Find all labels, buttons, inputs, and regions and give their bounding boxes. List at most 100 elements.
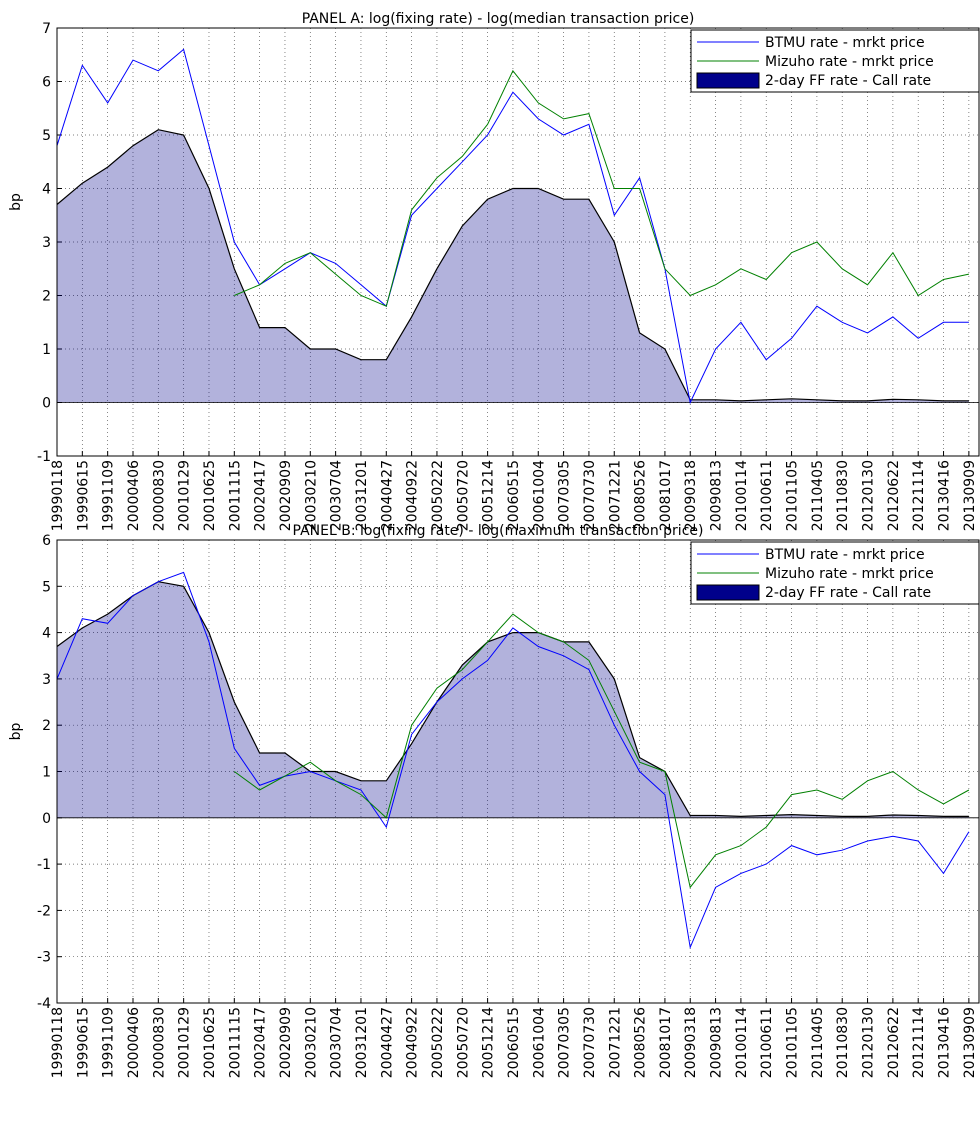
x-tick-label: 20071221: [607, 460, 623, 531]
y-tick-label: 3: [42, 235, 51, 251]
x-tick-label: 20030704: [329, 1007, 345, 1078]
chart-title: PANEL B: log(fixing rate) - log(maximum …: [293, 523, 704, 539]
x-tick-label: 20101105: [785, 1007, 801, 1078]
x-tick-label: 20030704: [329, 460, 345, 531]
x-tick-label: 20081017: [658, 460, 674, 531]
x-tick-label: 20010129: [177, 460, 193, 531]
y-tick-label: 2: [42, 289, 51, 305]
x-tick-label: 20051214: [481, 1007, 497, 1078]
x-tick-label: 20110405: [810, 460, 826, 531]
y-tick-label: 0: [42, 396, 51, 412]
x-tick-label: 20050222: [430, 1007, 446, 1078]
x-tick-label: 20130416: [937, 1007, 953, 1078]
y-tick-label: 6: [42, 533, 51, 549]
x-tick-label: 20120622: [886, 1007, 902, 1078]
x-tick-label: 20090813: [709, 1007, 725, 1078]
x-tick-label: 19990615: [75, 460, 91, 531]
x-tick-label: 20121114: [911, 460, 927, 531]
legend-label: Mizuho rate - mrkt price: [765, 54, 934, 70]
x-tick-label: 20020417: [253, 460, 269, 531]
y-tick-label: -3: [37, 950, 51, 966]
x-tick-label: 20110830: [835, 460, 851, 531]
y-tick-label: -1: [37, 449, 51, 465]
x-tick-label: 20130416: [937, 460, 953, 531]
y-tick-label: -2: [37, 903, 51, 919]
legend-label: 2-day FF rate - Call rate: [765, 585, 931, 601]
area-outline: [56, 129, 969, 402]
x-tick-label: 20040922: [405, 460, 421, 531]
plot-frame: [56, 27, 980, 457]
legend-label: Mizuho rate - mrkt price: [765, 566, 934, 582]
x-tick-label: 20000830: [151, 1007, 167, 1078]
x-tick-label: 20110405: [810, 1007, 826, 1078]
x-tick-label: 20130909: [962, 1007, 978, 1078]
line: [234, 613, 970, 889]
x-tick-label: 20120130: [861, 1007, 877, 1078]
area: [57, 581, 969, 818]
y-axis-label: bp: [8, 193, 24, 211]
y-tick-label: 7: [42, 21, 51, 37]
x-tick-label: 20030210: [303, 1007, 319, 1078]
x-tick-label: 20000406: [126, 1007, 142, 1078]
x-tick-label: 20000406: [126, 460, 142, 531]
x-tick-label: 20100611: [759, 460, 775, 531]
x-tick-label: 20060515: [506, 1007, 522, 1078]
plot-frame: [56, 539, 980, 1004]
line: [234, 69, 970, 307]
x-tick-label: 20070730: [582, 460, 598, 531]
x-tick-label: 20010129: [177, 1007, 193, 1078]
x-tick-label: 20110830: [835, 1007, 851, 1078]
legend: BTMU rate - mrkt price Mizuho rate - mrkt…: [690, 541, 980, 605]
area: [57, 129, 969, 403]
x-tick-label: 20020909: [278, 460, 294, 531]
y-tick-label: 1: [42, 765, 51, 781]
x-tick-label: 20100114: [734, 1007, 750, 1078]
x-tick-label: 20101105: [785, 460, 801, 531]
legend-label: 2-day FF rate - Call rate: [765, 73, 931, 89]
line: [56, 571, 970, 950]
x-tick-label: 20090318: [683, 1007, 699, 1078]
y-tick-label: 3: [42, 672, 51, 688]
y-tick-label: 0: [42, 811, 51, 827]
panel: -4 -3 -2 -1 0 1 2 3 4 5 6 19990118 19990615 19991109 2…: [8, 523, 980, 1078]
legend-label: BTMU rate - mrkt price: [765, 35, 925, 51]
x-tick-label: 20121114: [911, 1007, 927, 1078]
x-tick-label: 20030210: [303, 460, 319, 531]
x-tick-label: 20081017: [658, 1007, 674, 1078]
panel: -1 0 1 2 3 4 5 6 7 19990118 19990615 19991109 200004…: [8, 11, 980, 531]
x-tick-label: 20070305: [557, 460, 573, 531]
x-tick-label: 20050222: [430, 460, 446, 531]
x-tick-label: 20070305: [557, 1007, 573, 1078]
x-tick-label: 20040427: [379, 460, 395, 531]
x-tick-label: 20000830: [151, 460, 167, 531]
x-tick-label: 20100114: [734, 460, 750, 531]
x-tick-label: 20071221: [607, 1007, 623, 1078]
y-tick-label: 6: [42, 75, 51, 91]
x-tick-label: 20051214: [481, 460, 497, 531]
y-axis-label: bp: [8, 723, 24, 741]
y-tick-label: -1: [37, 857, 51, 873]
legend-swatch: [696, 72, 760, 89]
area-outline: [56, 581, 969, 818]
y-tick-label: 5: [42, 579, 51, 595]
y-tick-label: 4: [42, 626, 51, 642]
x-tick-label: 20050720: [455, 460, 471, 531]
y-tick-label: 2: [42, 718, 51, 734]
x-tick-label: 20020417: [253, 1007, 269, 1078]
x-tick-label: 20070730: [582, 1007, 598, 1078]
chart-title: PANEL A: log(fixing rate) - log(median t…: [302, 11, 695, 27]
y-tick-label: 5: [42, 128, 51, 144]
x-tick-label: 20080526: [633, 1007, 649, 1078]
legend: BTMU rate - mrkt price Mizuho rate - mrkt…: [690, 29, 980, 93]
x-tick-label: 20120130: [861, 460, 877, 531]
x-tick-label: 19990118: [50, 460, 66, 531]
x-tick-label: 20100611: [759, 1007, 775, 1078]
x-tick-label: 19990118: [50, 1007, 66, 1078]
x-tick-label: 20050720: [455, 1007, 471, 1078]
x-tick-label: 20040427: [379, 1007, 395, 1078]
y-tick-label: 1: [42, 342, 51, 358]
x-tick-label: 20090813: [709, 460, 725, 531]
x-tick-label: 20020909: [278, 1007, 294, 1078]
x-tick-label: 20120622: [886, 460, 902, 531]
